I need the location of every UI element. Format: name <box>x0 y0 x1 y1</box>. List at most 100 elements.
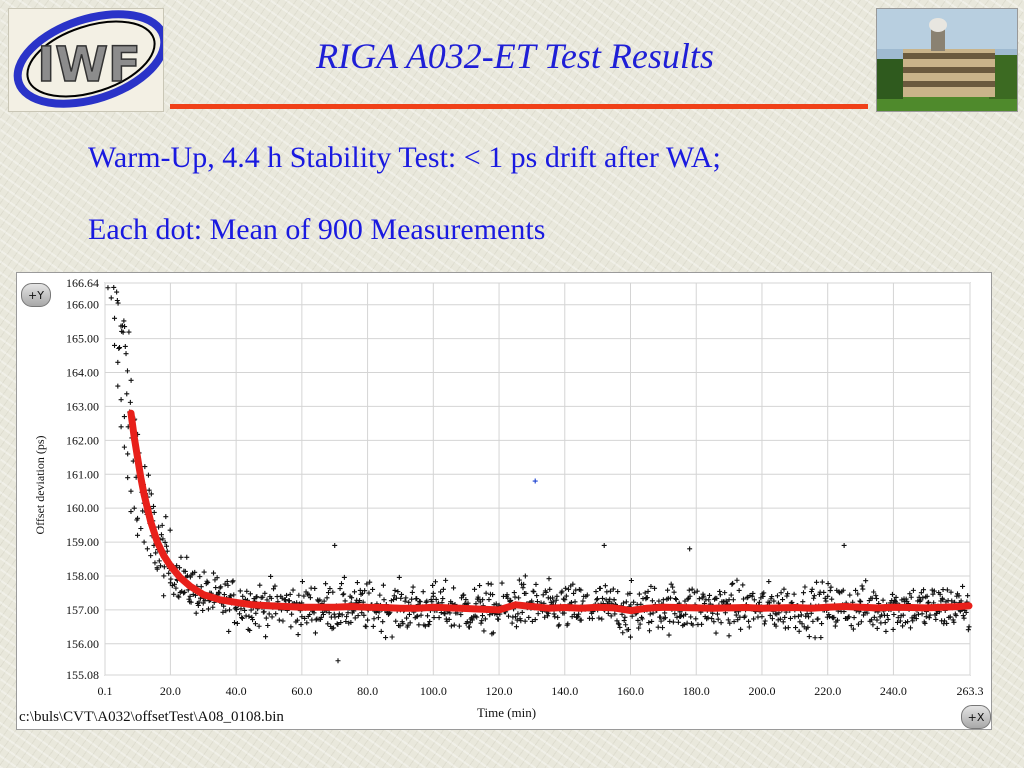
x-tick-label: 263.3 <box>957 684 984 698</box>
scatter-point <box>773 623 779 629</box>
scatter-point <box>490 592 496 598</box>
scatter-point <box>430 590 436 596</box>
scatter-point <box>331 625 337 631</box>
scatter-point <box>171 591 177 597</box>
scatter-point <box>516 595 522 601</box>
y-tick-label: 162.00 <box>66 433 99 447</box>
scatter-point <box>286 598 292 604</box>
scatter-point <box>785 591 791 597</box>
scatter-point <box>244 588 250 594</box>
scatter-point <box>573 587 579 593</box>
scatter-point <box>464 619 470 625</box>
scatter-point <box>950 617 956 623</box>
scatter-point <box>580 598 586 604</box>
scatter-point <box>736 587 742 593</box>
scatter-point <box>546 576 552 582</box>
scatter-point <box>874 596 880 602</box>
scatter-point <box>287 591 293 597</box>
scatter-point <box>825 581 831 587</box>
scatter-point <box>205 580 211 586</box>
scatter-point <box>795 613 801 619</box>
scatter-point <box>221 592 227 598</box>
iwf-logo: IWF <box>8 8 169 112</box>
scatter-point <box>228 593 234 599</box>
scatter-point <box>366 590 372 596</box>
scatter-point <box>578 587 584 593</box>
scatter-point <box>410 584 416 590</box>
scatter-point <box>621 618 627 624</box>
scatter-point <box>746 624 752 630</box>
scatter-point <box>402 598 408 604</box>
scatter-point <box>298 622 304 628</box>
scatter-point <box>158 532 164 538</box>
scatter-point <box>290 587 296 593</box>
scatter-point <box>342 598 348 604</box>
scatter-point <box>635 617 641 623</box>
scatter-point <box>436 615 442 621</box>
scatter-point <box>118 397 124 403</box>
scatter-point <box>749 593 755 599</box>
scatter-point <box>386 610 392 616</box>
scatter-point <box>681 621 687 627</box>
scatter-point <box>182 568 188 574</box>
scatter-point <box>127 399 133 405</box>
scatter-point <box>341 591 347 597</box>
scatter-point <box>162 539 168 545</box>
scatter-point <box>135 532 141 538</box>
fit-curve-series <box>127 409 973 615</box>
scatter-point <box>522 573 528 579</box>
x-tick-label: 240.0 <box>880 684 907 698</box>
scatter-point <box>476 596 482 602</box>
scatter-point <box>584 592 590 598</box>
scatter-point <box>301 593 307 599</box>
scatter-point <box>458 612 464 618</box>
scatter-point <box>937 591 943 597</box>
scatter-point <box>815 616 821 622</box>
scatter-point <box>145 472 151 478</box>
y-tick-label: 164.00 <box>66 366 99 380</box>
scatter-point <box>956 593 962 599</box>
scatter-point <box>332 614 338 620</box>
scatter-point <box>146 487 152 493</box>
scatter-point <box>128 488 134 494</box>
scatter-point <box>806 634 812 640</box>
scatter-point <box>685 596 691 602</box>
scatter-point <box>791 591 797 597</box>
scatter-point <box>809 586 815 592</box>
scatter-point <box>186 596 192 602</box>
x-axis-button[interactable]: +X <box>961 705 991 729</box>
scatter-point <box>213 585 219 591</box>
title-underline <box>170 104 868 109</box>
scatter-point <box>118 424 124 430</box>
scatter-point <box>880 597 886 603</box>
scatter-point <box>393 618 399 624</box>
scatter-point <box>363 624 369 630</box>
scatter-point <box>122 324 128 330</box>
scatter-point <box>531 589 537 595</box>
scatter-point <box>597 585 603 591</box>
scatter-point <box>893 594 899 600</box>
scatter-point <box>694 588 700 594</box>
scatter-point <box>822 595 828 601</box>
scatter-point <box>263 634 269 640</box>
scatter-point <box>699 621 705 627</box>
scatter-point <box>242 607 248 613</box>
scatter-point <box>571 611 577 617</box>
scatter-point <box>693 616 699 622</box>
scatter-point <box>164 543 170 549</box>
scatter-point <box>218 584 224 590</box>
scatter-point <box>409 596 415 602</box>
scatter-point <box>456 623 462 629</box>
scatter-point <box>784 593 790 599</box>
scatter-point <box>364 581 370 587</box>
scatter-point <box>534 599 540 605</box>
scatter-point <box>201 569 207 575</box>
scatter-point <box>159 522 165 528</box>
scatter-point <box>600 595 606 601</box>
scatter-point <box>623 622 629 628</box>
scatter-point <box>478 620 484 626</box>
scatter-point <box>487 612 493 618</box>
y-tick-label: 161.00 <box>66 467 99 481</box>
y-axis-button[interactable]: +Y <box>21 283 51 307</box>
scatter-point <box>161 593 167 599</box>
